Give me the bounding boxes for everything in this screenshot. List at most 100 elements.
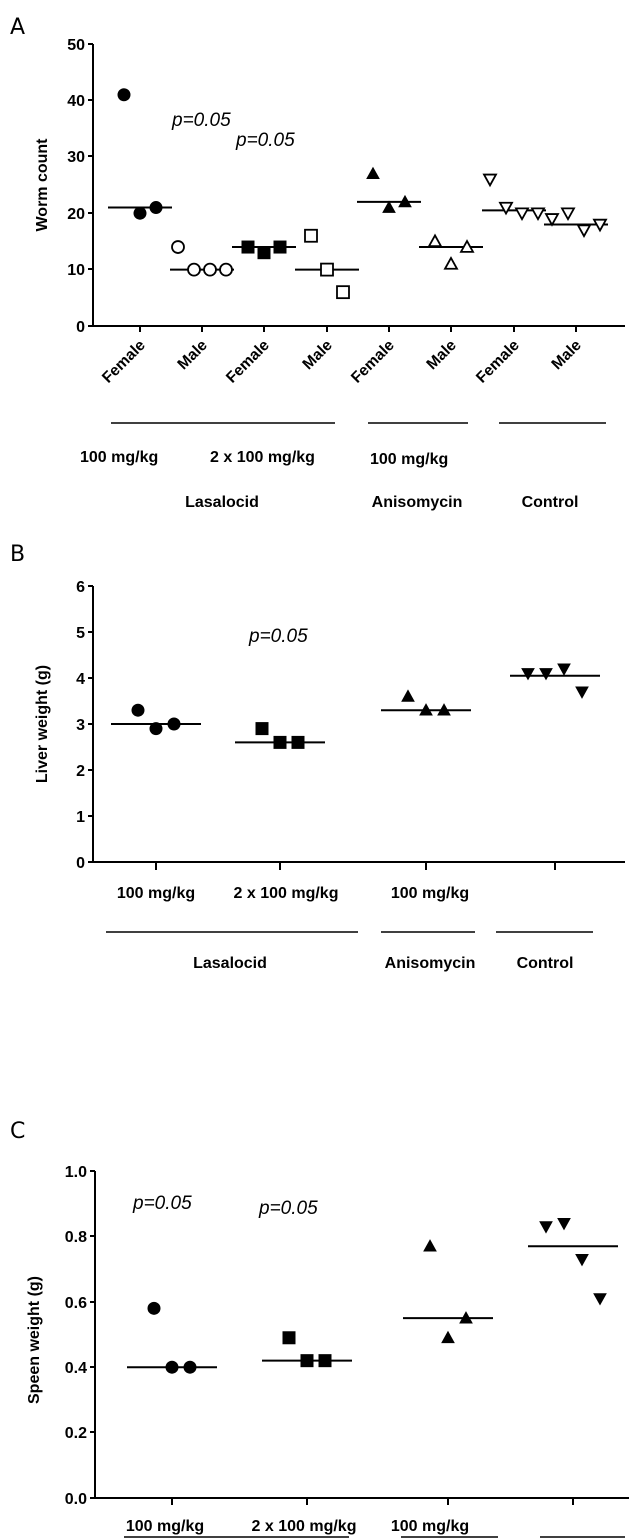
panel-a-ytick-10: 10 [67, 262, 85, 279]
panel-a-x-tick-labels: Female Male Female Male Female Male Fema… [99, 337, 585, 387]
panel-a-point-3-1 [241, 240, 255, 254]
panel-a-ytick-50: 50 [67, 37, 85, 54]
panel-a-point-6-1 [427, 233, 443, 248]
panel-c-x-tick-labels: 100 mg/kg 2 x 100 mg/kg 100 mg/kg [126, 1518, 469, 1535]
panel-a-point-1-2 [133, 206, 147, 220]
panel-b-ytick-2: 2 [76, 763, 85, 780]
panel-b-y-axis [88, 585, 94, 863]
panel-c-point-3-3 [459, 1311, 473, 1324]
panel-a-x-axis [93, 325, 625, 332]
panel-a-point-7-1 [482, 173, 498, 188]
panel-b: B 6 5 4 3 2 1 0 Liver weight (g) [10, 542, 625, 972]
panel-c-point-3-1 [423, 1239, 437, 1252]
panel-a-y-axis-title: Worm count [34, 138, 51, 232]
panel-b-letter: B [10, 542, 25, 567]
panel-a-pvalue-1: p=0.05 [171, 110, 231, 131]
panel-b-point-4-2 [539, 668, 553, 681]
panel-c-y-axis-title: Speen weight (g) [26, 1276, 43, 1404]
panel-b-y-axis-title: Liver weight (g) [34, 665, 51, 783]
panel-c-y-tick-labels: 1.0 0.8 0.6 0.4 0.2 0.0 [65, 1164, 87, 1508]
panel-b-point-3-3 [437, 703, 451, 716]
panel-a-y-axis [88, 43, 94, 327]
panel-a-plot-area [108, 88, 608, 300]
panel-b-group-anisomycin: Anisomycin [385, 955, 476, 972]
panel-c-pvalue-1: p=0.05 [132, 1193, 192, 1214]
panel-c-xtick-3: 100 mg/kg [391, 1518, 469, 1535]
panel-a-point-1-1 [117, 88, 131, 102]
panel-b-point-4-4 [575, 686, 589, 699]
panel-b-pvalue: p=0.05 [248, 626, 308, 647]
panel-a-group-anisomycin: Anisomycin [372, 494, 463, 511]
panel-a-xtick-female-4: Female [473, 337, 523, 387]
panel-a-point-6-3 [459, 239, 475, 253]
panel-c-point-3-2 [441, 1330, 455, 1344]
panel-a-point-7-2 [498, 201, 514, 216]
panel-b-point-2-3 [291, 735, 305, 749]
panel-a-dose-2: 2 x 100 mg/kg [210, 449, 315, 466]
panel-b-point-4-1 [521, 668, 535, 681]
panel-c-point-2-2 [300, 1354, 314, 1368]
panel-a-point-4-3 [336, 285, 350, 300]
panel-a-dose-3: 100 mg/kg [370, 451, 448, 468]
panel-b-xtick-2: 2 x 100 mg/kg [234, 885, 339, 902]
panel-a-point-2-2 [187, 262, 201, 277]
panel-a-point-2-3 [203, 262, 217, 277]
panel-b-ytick-1: 1 [76, 809, 85, 826]
panel-b-y-tick-labels: 6 5 4 3 2 1 0 [76, 579, 85, 872]
panel-a-point-4-2 [320, 262, 334, 277]
panel-b-point-2-2 [273, 735, 287, 749]
panel-b-point-1-2 [149, 722, 163, 736]
panel-a-xtick-male-2: Male [299, 337, 336, 374]
panel-c-ytick-0.2: 0.2 [65, 1425, 87, 1442]
panel-c-point-4-2 [557, 1218, 571, 1231]
panel-a-group-control: Control [522, 494, 579, 511]
panel-b-xtick-1: 100 mg/kg [117, 885, 195, 902]
panel-a-point-8-3 [576, 224, 592, 238]
panel-c-x-axis [95, 1497, 629, 1505]
panel-b-group-lasalocid: Lasalocid [193, 955, 267, 972]
panel-b-ytick-0: 0 [76, 855, 85, 872]
panel-c-ytick-1.0: 1.0 [65, 1164, 87, 1181]
panel-a-ytick-40: 40 [67, 93, 85, 110]
panel-a-point-5-2 [382, 200, 396, 213]
panel-c-point-4-3 [575, 1253, 589, 1267]
panel-b-point-1-1 [131, 703, 145, 717]
panel-a-xtick-male-3: Male [423, 337, 460, 374]
panel-c-y-axis [90, 1170, 96, 1499]
panel-b-ytick-6: 6 [76, 579, 85, 596]
panel-b-plot-area [111, 663, 600, 749]
panel-a-point-2-1 [171, 240, 185, 254]
panel-a-xtick-female-3: Female [348, 337, 398, 387]
panel-a-point-6-2 [443, 256, 459, 270]
panel-c-ytick-0.8: 0.8 [65, 1229, 87, 1246]
panel-b-point-2-1 [255, 722, 269, 736]
panel-c-ytick-0.0: 0.0 [65, 1491, 87, 1508]
panel-a-point-8-4 [592, 218, 608, 233]
panel-a-point-3-2 [257, 246, 271, 260]
panel-a-point-4-1 [304, 228, 318, 243]
panel-c-point-2-3 [318, 1354, 332, 1368]
panel-a-letter: A [10, 15, 25, 40]
panel-c-ytick-0.4: 0.4 [65, 1360, 87, 1377]
panel-a-pvalue-2: p=0.05 [235, 130, 295, 151]
panel-b-x-axis [93, 861, 625, 870]
panel-a-dose-1: 100 mg/kg [80, 449, 158, 466]
panel-b-point-4-3 [557, 663, 571, 676]
panel-c-xtick-2: 2 x 100 mg/kg [252, 1518, 357, 1535]
panel-c-plot-area [127, 1218, 618, 1374]
panel-a-y-tick-labels: 50 40 30 20 10 0 [67, 37, 85, 336]
panel-c-point-4-1 [539, 1221, 553, 1234]
panel-a-point-3-3 [273, 240, 287, 254]
panel-a: A 50 40 30 20 10 0 Worm count [10, 15, 625, 511]
panel-a-point-5-1 [366, 166, 380, 180]
panel-b-ytick-3: 3 [76, 717, 85, 734]
panel-c-point-1-3 [183, 1360, 197, 1374]
panel-b-group-control: Control [517, 955, 574, 972]
panel-a-xtick-female-2: Female [223, 337, 273, 387]
panel-a-xtick-female-1: Female [99, 337, 149, 387]
panel-c-point-1-2 [165, 1360, 179, 1374]
panel-c-point-4-4 [593, 1293, 607, 1306]
panel-a-ytick-20: 20 [67, 206, 85, 223]
panel-a-point-8-1 [544, 213, 560, 227]
panel-b-point-3-2 [419, 703, 433, 716]
